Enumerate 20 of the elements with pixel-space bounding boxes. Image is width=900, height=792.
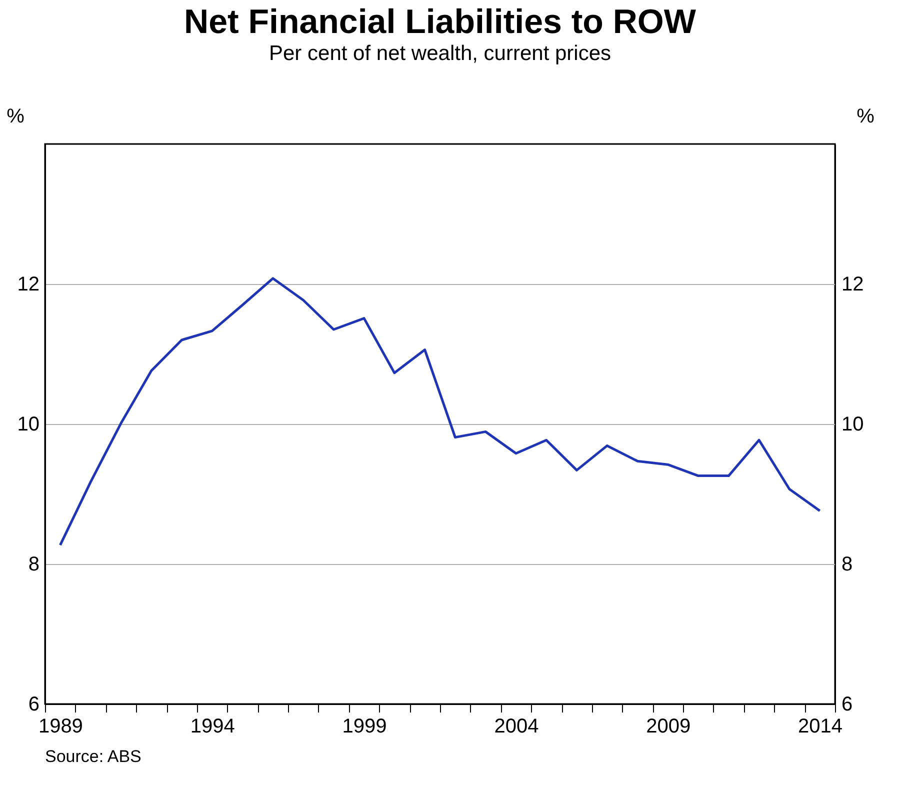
y2-tick-label: 6 (842, 694, 853, 716)
x-tick-label: 1999 (342, 716, 387, 738)
y2-axis-title: % (856, 106, 875, 128)
x-tick-label: 2014 (798, 716, 843, 738)
y-tick-label: 8 (28, 554, 40, 576)
source-note: Source: ABS (45, 747, 142, 766)
chart-subtitle: Per cent of net wealth, current prices (269, 42, 611, 65)
y-tick-label: 12 (17, 274, 40, 296)
line-series (58, 277, 822, 546)
y2-tick-label: 12 (842, 274, 864, 296)
y-tick-label: 10 (17, 414, 40, 436)
y-tick-label: 6 (28, 694, 40, 716)
y2-tick-label: 10 (842, 414, 864, 436)
y2-tick-label: 8 (842, 554, 853, 576)
x-tick-label: 1989 (38, 716, 83, 738)
chart-title: Net Financial Liabilities to ROW (184, 3, 697, 41)
x-tick-label: 2004 (494, 716, 539, 738)
x-tick-label: 2009 (646, 716, 691, 738)
y-axis-title: % (6, 106, 25, 128)
x-tick-label: 1994 (190, 716, 235, 738)
